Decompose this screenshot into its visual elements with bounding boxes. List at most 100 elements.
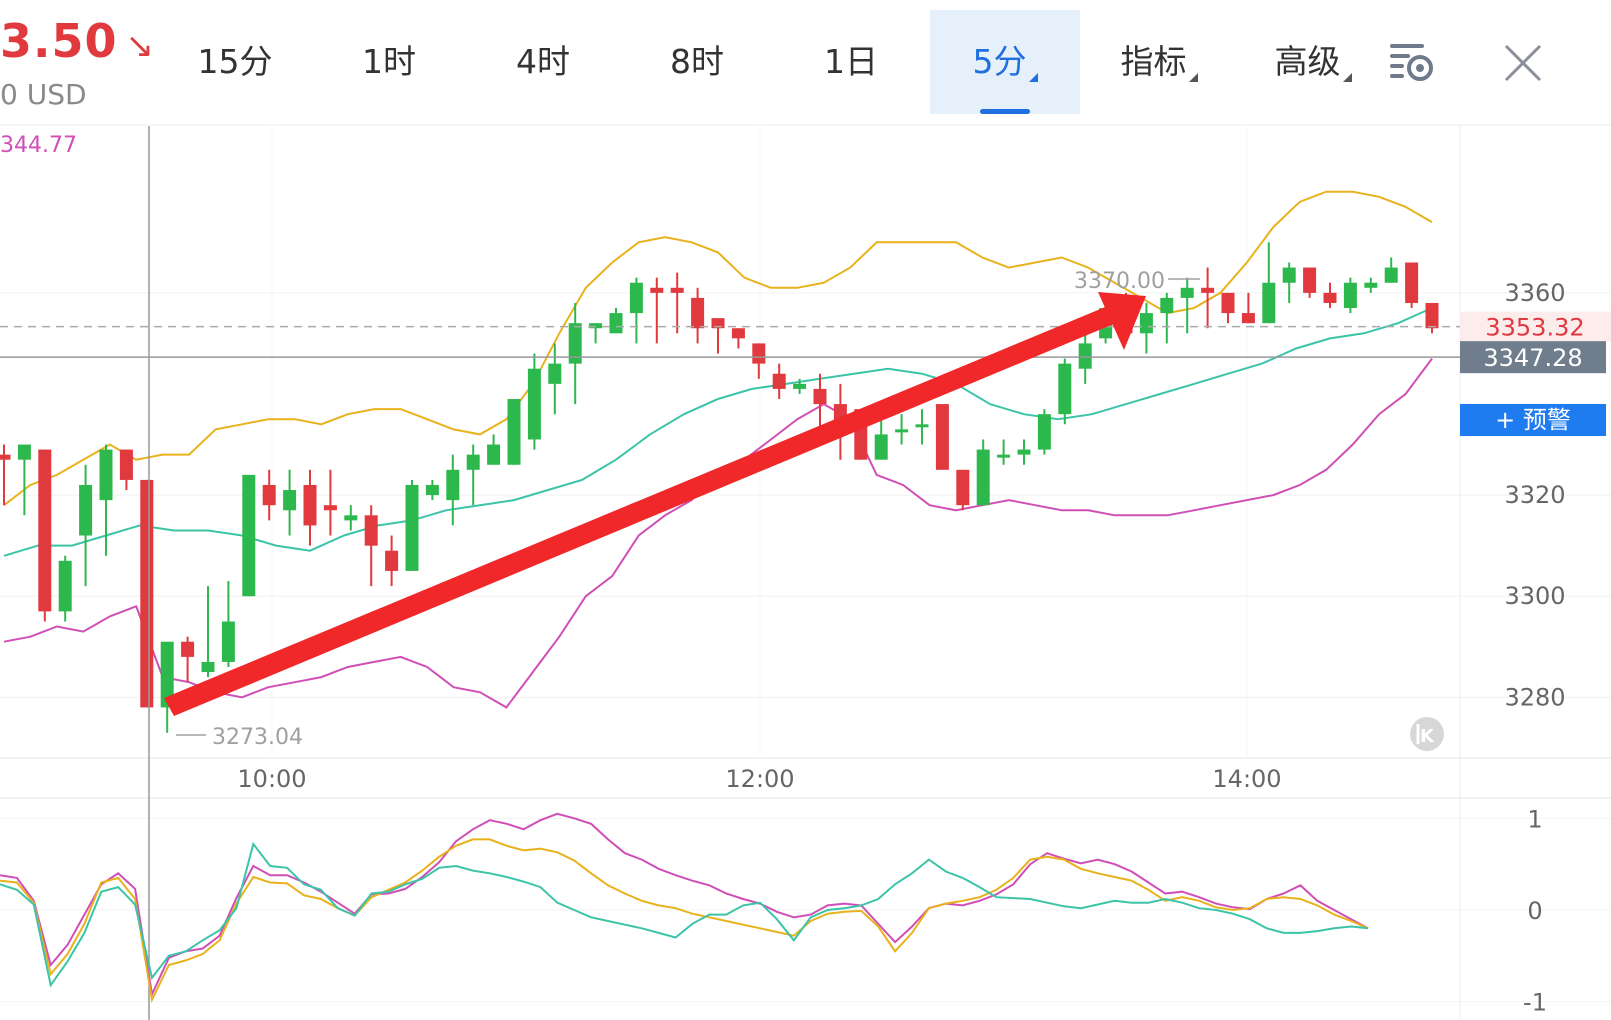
candle: [262, 469, 276, 521]
boll-value-label: 344.77: [0, 133, 77, 158]
oscillator-series: [0, 841, 1369, 988]
candle: [303, 469, 317, 546]
tab-label: 高级: [1274, 42, 1341, 81]
candle: [58, 555, 72, 622]
price-change: 0 USD: [0, 78, 87, 111]
candle: [691, 287, 705, 344]
tab-0[interactable]: 15分: [160, 10, 310, 114]
candle: [1303, 267, 1317, 298]
candle: [752, 343, 766, 379]
x-tick-label: 12:00: [725, 765, 794, 793]
candle: [242, 474, 256, 597]
candle: [201, 586, 215, 678]
candle: [79, 464, 93, 587]
dropdown-caret-icon: [1342, 73, 1352, 82]
candle: [548, 343, 562, 415]
chart-grid: [0, 124, 1611, 1020]
candle: [915, 409, 929, 445]
candle: [731, 328, 745, 349]
candle: [1323, 282, 1337, 309]
dropdown-caret-icon: [1188, 73, 1198, 82]
candle: [670, 272, 684, 334]
osc-tick-label: 0: [1527, 897, 1542, 925]
osc-tick-label: -1: [1523, 989, 1547, 1017]
candle: [425, 479, 439, 501]
candles: [0, 242, 1439, 733]
candle: [935, 404, 949, 470]
candle: [99, 444, 113, 556]
x-tick-label: 10:00: [237, 765, 306, 793]
osc-tick-label: 1: [1527, 805, 1542, 833]
candle: [1201, 267, 1215, 329]
tab-6[interactable]: 指标: [1084, 10, 1234, 114]
price-alert-label: + 预警: [1495, 406, 1571, 434]
candle: [874, 414, 888, 460]
chart-settings-icon[interactable]: [1384, 36, 1438, 90]
price-alert-button[interactable]: + 预警: [1460, 404, 1606, 436]
candle: [1282, 262, 1296, 303]
candle: [527, 353, 541, 450]
chart-header: 3.50 ↘ 0 USD 15分 1时 4时 8时 1日 5分 指标 高级: [0, 0, 1611, 125]
tab-7[interactable]: 高级: [1238, 10, 1388, 114]
candle: [181, 636, 195, 683]
oscillator-series: [0, 812, 1369, 998]
candle: [507, 399, 521, 465]
tab-2[interactable]: 4时: [468, 10, 618, 114]
tab-3[interactable]: 8时: [622, 10, 772, 114]
tab-5[interactable]: 5分: [930, 10, 1080, 114]
candle: [895, 414, 909, 445]
candle: [119, 449, 133, 491]
candle: [38, 449, 52, 622]
crosshair-price-tag: [1460, 341, 1606, 374]
scroll-to-latest-icon[interactable]: K: [1410, 717, 1444, 751]
candle: [1078, 333, 1092, 384]
candle: [976, 439, 990, 506]
tab-label: 15分: [197, 42, 273, 81]
candle: [17, 444, 31, 516]
candle: [997, 439, 1011, 465]
y-tick-label: 3320: [1504, 481, 1565, 509]
tab-label: 1时: [362, 42, 416, 81]
oscillator-series: [0, 838, 1369, 1004]
tab-label: 指标: [1120, 42, 1187, 81]
trend-arrow-annotation: [164, 292, 1146, 716]
last-price-tag: [1460, 311, 1611, 342]
min-price-marker: 3273.04: [176, 725, 303, 750]
max-price-marker: 3370.00: [1074, 269, 1200, 294]
candle: [1180, 277, 1194, 334]
oscillator-lines: [0, 812, 1369, 1004]
candle: [711, 318, 725, 354]
svg-text:K: K: [1420, 726, 1435, 747]
x-tick-label: 14:00: [1212, 765, 1281, 793]
tab-4[interactable]: 1日: [776, 10, 926, 114]
candle: [1343, 277, 1357, 314]
main-y-axis: 3280 3300 3320 3360: [1504, 279, 1565, 711]
candle: [1037, 409, 1051, 455]
candle: [793, 378, 807, 394]
boll-middle-line: [3, 307, 1433, 557]
active-tab-indicator: [980, 109, 1030, 114]
candle: [1384, 257, 1398, 283]
last-price-label: 3353.32: [1485, 314, 1584, 342]
candle: [772, 363, 786, 400]
close-icon[interactable]: [1496, 36, 1550, 90]
candle: [160, 641, 174, 733]
oscillator-y-axis: 1 0 -1: [1523, 805, 1547, 1016]
tab-label: 4时: [516, 42, 570, 81]
candle: [385, 535, 399, 587]
candle: [466, 444, 480, 506]
candle: [1241, 292, 1255, 324]
candle: [650, 277, 664, 344]
x-axis: 10:00 12:00 14:00: [237, 765, 1281, 793]
candle: [344, 505, 358, 531]
candle: [956, 469, 970, 511]
y-tick-label: 3360: [1504, 279, 1565, 307]
candle: [446, 454, 460, 526]
candle: [1405, 262, 1419, 309]
price-down-icon: ↘: [125, 26, 155, 66]
candle: [1221, 292, 1235, 324]
crosshair-price-label: 3347.28: [1483, 344, 1582, 372]
candle: [323, 469, 337, 536]
tab-1[interactable]: 1时: [314, 10, 464, 114]
